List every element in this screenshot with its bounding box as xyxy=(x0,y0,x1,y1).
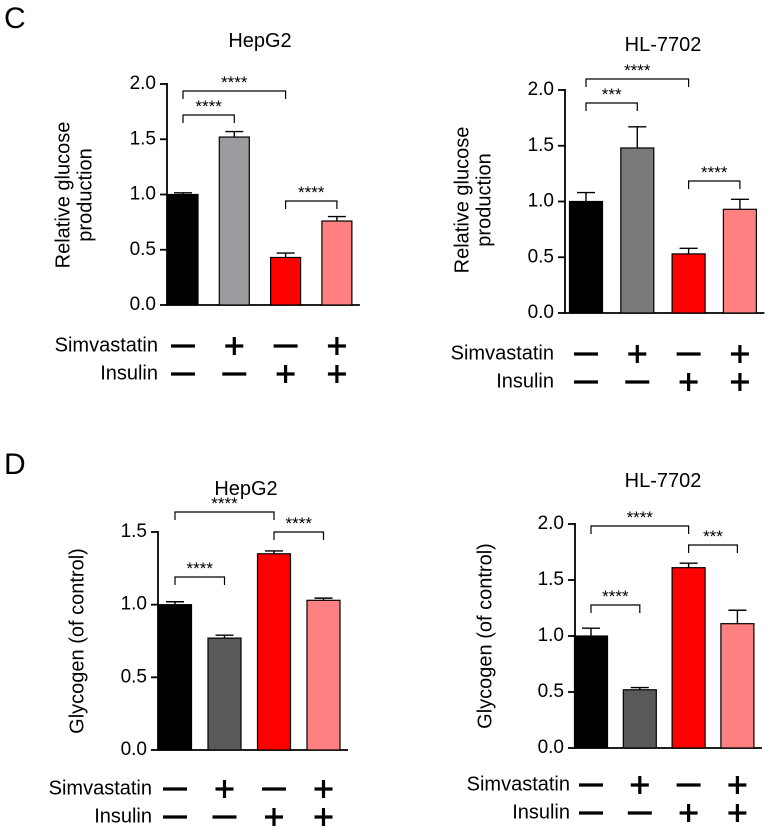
chart3-simvastatin-label: Simvastatin xyxy=(467,773,570,795)
chart0-ytick-label-0: 0.0 xyxy=(130,294,156,315)
chart0-sig-label-0: **** xyxy=(221,73,248,92)
chart2-ytick-label-2: 1.0 xyxy=(121,594,147,615)
chart3-insulin-label: Insulin xyxy=(512,801,570,823)
chart3-sig-bracket-1 xyxy=(590,604,641,613)
chart3-bar-1 xyxy=(622,689,657,749)
chart1-sig-bracket-1 xyxy=(585,102,638,111)
chart1-ytick-label-2: 1.0 xyxy=(528,191,554,212)
chart2-sig-bracket-2 xyxy=(273,531,325,540)
chart2-ytick-label-0: 0.0 xyxy=(121,739,147,760)
chart0-ylabel-line0: Relative glucose xyxy=(52,122,74,269)
chart2-ylabel-line0: Glycogen (of control) xyxy=(66,548,88,734)
chart1-sig-label-1: *** xyxy=(602,85,622,104)
chart1-ytick-label-1: 0.5 xyxy=(528,246,554,267)
chart2-bar-2 xyxy=(256,553,292,751)
chart1-sig-label-0: **** xyxy=(624,61,651,80)
chart3-sig-bracket-0 xyxy=(590,525,690,534)
chart2-sig-bracket-0 xyxy=(174,511,275,520)
chart3-ytick-label-4: 2.0 xyxy=(538,513,564,534)
chart2-ytick-label-1: 0.5 xyxy=(121,666,147,687)
chart0-ytick-label-1: 0.5 xyxy=(130,239,156,260)
chart1-sig-label-2: **** xyxy=(701,163,728,182)
chart0-sig-label-2: **** xyxy=(298,183,325,202)
chart0-sig-label-1: **** xyxy=(195,97,222,116)
chart1-bar-0 xyxy=(568,200,604,314)
chart2-bar-1 xyxy=(207,637,242,751)
chart0-ytick-label-2: 1.0 xyxy=(130,184,156,205)
chart1-sig-bracket-2 xyxy=(688,180,741,189)
chart3-sig-label-2: *** xyxy=(703,527,723,546)
chart1-sig-bracket-0 xyxy=(585,78,690,87)
chart1-bar-2 xyxy=(671,253,706,314)
chart0-sig-bracket-1 xyxy=(182,114,235,123)
chart3-sig-label-0: **** xyxy=(627,508,654,527)
chart0-title: HepG2 xyxy=(228,30,291,52)
chart0-simvastatin-label: Simvastatin xyxy=(55,334,158,356)
chart2-sig-label-1: **** xyxy=(187,559,214,578)
chart2-bar-0 xyxy=(157,604,193,751)
chart3-sig-label-1: **** xyxy=(602,587,629,606)
chart0-ytick-label-4: 2.0 xyxy=(130,73,156,94)
chart1-simvastatin-label: Simvastatin xyxy=(451,342,554,364)
chart0-ytick-label-3: 1.5 xyxy=(130,128,156,149)
chart1-ytick-label-4: 2.0 xyxy=(528,79,554,100)
chart2-sig-bracket-1 xyxy=(174,576,226,585)
panel-label-c: C xyxy=(4,2,26,35)
chart3-ytick-label-1: 0.5 xyxy=(538,681,564,702)
chart1-insulin-label: Insulin xyxy=(496,370,554,392)
chart1-title: HL-7702 xyxy=(625,34,702,56)
chart0-insulin-label: Insulin xyxy=(100,362,158,384)
chart2-sig-label-0: **** xyxy=(211,494,238,513)
chart2-sig-label-2: **** xyxy=(286,514,313,533)
chart1-ytick-label-0: 0.0 xyxy=(528,302,554,323)
chart2-simvastatin-label: Simvastatin xyxy=(49,777,152,799)
chart3-ytick-label-2: 1.0 xyxy=(538,625,564,646)
chart1-ylabel-line0: Relative glucose xyxy=(451,127,473,274)
panel-label-d: D xyxy=(4,448,26,481)
chart3-ytick-label-3: 1.5 xyxy=(538,569,564,590)
chart3-bar-2 xyxy=(671,567,706,749)
chart2-insulin-label: Insulin xyxy=(94,805,152,827)
chart2-title: HepG2 xyxy=(214,478,277,500)
chart2-ytick-label-3: 1.5 xyxy=(121,521,147,542)
chart1-bar-1 xyxy=(620,147,655,314)
chart0-bar-2 xyxy=(270,256,302,306)
chart3-sig-bracket-2 xyxy=(688,544,738,553)
chart0-sig-bracket-2 xyxy=(285,200,338,209)
chart3-bar-0 xyxy=(573,635,609,749)
chart0-bar-3 xyxy=(321,220,353,306)
chart3-ytick-label-0: 0.0 xyxy=(538,737,564,758)
chart3-ylabel-line0: Glycogen (of control) xyxy=(474,543,496,729)
chart0-bar-0 xyxy=(167,193,199,306)
chart1-bar-3 xyxy=(722,208,758,314)
chart0-sig-bracket-0 xyxy=(182,90,287,99)
chart1-ytick-label-3: 1.5 xyxy=(528,135,554,156)
chart2-bar-3 xyxy=(306,599,341,751)
chart0-ylabel-line1: production xyxy=(74,148,96,241)
chart3-title: HL-7702 xyxy=(625,470,702,492)
chart0-bar-1 xyxy=(218,136,250,306)
chart1-ylabel-line1: production xyxy=(473,153,495,246)
chart3-bar-3 xyxy=(720,623,755,749)
